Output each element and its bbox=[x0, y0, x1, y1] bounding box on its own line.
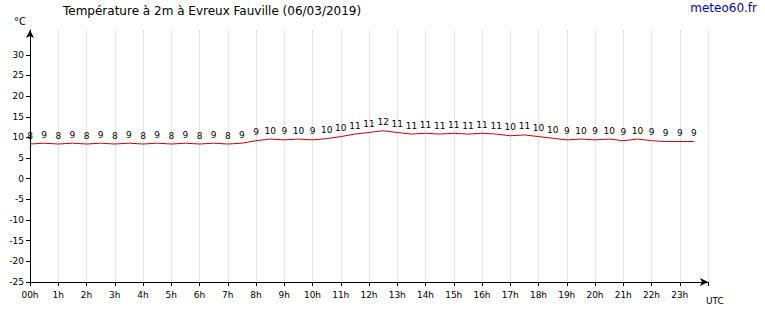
svg-text:9: 9 bbox=[98, 130, 104, 140]
svg-text:12h: 12h bbox=[360, 290, 377, 300]
svg-text:10: 10 bbox=[264, 126, 276, 136]
svg-text:16h: 16h bbox=[473, 290, 490, 300]
svg-text:2h: 2h bbox=[81, 290, 92, 300]
svg-text:-25: -25 bbox=[9, 277, 24, 287]
svg-text:9: 9 bbox=[310, 126, 316, 136]
svg-text:11: 11 bbox=[406, 121, 417, 131]
svg-text:11: 11 bbox=[420, 120, 431, 130]
svg-text:9: 9 bbox=[239, 130, 245, 140]
svg-text:-10: -10 bbox=[9, 215, 24, 225]
svg-text:8: 8 bbox=[197, 131, 203, 141]
svg-text:8: 8 bbox=[140, 131, 146, 141]
svg-text:4h: 4h bbox=[137, 290, 148, 300]
svg-text:5h: 5h bbox=[166, 290, 177, 300]
svg-text:9h: 9h bbox=[279, 290, 290, 300]
svg-text:7h: 7h bbox=[222, 290, 233, 300]
svg-text:8h: 8h bbox=[250, 290, 261, 300]
svg-text:9: 9 bbox=[126, 130, 132, 140]
svg-text:18h: 18h bbox=[530, 290, 547, 300]
svg-text:9: 9 bbox=[592, 126, 598, 136]
svg-text:15h: 15h bbox=[445, 290, 462, 300]
svg-text:22h: 22h bbox=[643, 290, 660, 300]
svg-text:9: 9 bbox=[253, 127, 259, 137]
svg-text:9: 9 bbox=[41, 130, 47, 140]
svg-text:30: 30 bbox=[13, 50, 25, 60]
svg-text:11: 11 bbox=[476, 120, 487, 130]
svg-text:9: 9 bbox=[677, 128, 683, 138]
svg-text:10: 10 bbox=[632, 126, 644, 136]
svg-text:17h: 17h bbox=[502, 290, 519, 300]
svg-text:11: 11 bbox=[392, 119, 403, 129]
svg-text:9: 9 bbox=[620, 127, 626, 137]
svg-text:10: 10 bbox=[335, 123, 347, 133]
svg-text:9: 9 bbox=[183, 130, 189, 140]
svg-text:25: 25 bbox=[13, 70, 24, 80]
svg-text:8: 8 bbox=[27, 131, 33, 141]
svg-text:12: 12 bbox=[377, 117, 388, 127]
svg-text:9: 9 bbox=[663, 128, 669, 138]
svg-text:10: 10 bbox=[575, 126, 587, 136]
svg-text:8: 8 bbox=[168, 131, 174, 141]
svg-text:00h: 00h bbox=[21, 290, 38, 300]
svg-text:20: 20 bbox=[13, 91, 25, 101]
svg-text:8: 8 bbox=[225, 131, 231, 141]
svg-text:9: 9 bbox=[70, 130, 76, 140]
svg-text:5: 5 bbox=[18, 153, 24, 163]
svg-text:9: 9 bbox=[281, 126, 287, 136]
svg-text:11h: 11h bbox=[332, 290, 349, 300]
svg-text:10: 10 bbox=[603, 126, 615, 136]
svg-text:23h: 23h bbox=[671, 290, 688, 300]
svg-text:11: 11 bbox=[519, 121, 530, 131]
svg-text:10: 10 bbox=[293, 126, 305, 136]
svg-text:20h: 20h bbox=[586, 290, 603, 300]
svg-text:11: 11 bbox=[490, 121, 501, 131]
svg-text:11: 11 bbox=[349, 121, 360, 131]
svg-text:21h: 21h bbox=[615, 290, 632, 300]
svg-text:11: 11 bbox=[434, 121, 445, 131]
svg-text:10: 10 bbox=[321, 125, 333, 135]
svg-text:Température à 2m à Evreux Fauv: Température à 2m à Evreux Fauville (06/0… bbox=[62, 4, 361, 18]
svg-text:8: 8 bbox=[112, 131, 118, 141]
svg-text:10: 10 bbox=[533, 123, 545, 133]
svg-text:14h: 14h bbox=[417, 290, 434, 300]
svg-text:9: 9 bbox=[649, 127, 655, 137]
svg-text:10: 10 bbox=[13, 132, 25, 142]
svg-text:13h: 13h bbox=[389, 290, 406, 300]
svg-text:10: 10 bbox=[505, 122, 517, 132]
svg-text:11: 11 bbox=[448, 120, 459, 130]
svg-text:9: 9 bbox=[564, 126, 570, 136]
svg-text:10: 10 bbox=[547, 125, 559, 135]
svg-text:-20: -20 bbox=[9, 256, 24, 266]
svg-text:9: 9 bbox=[154, 130, 160, 140]
svg-text:15: 15 bbox=[13, 112, 24, 122]
svg-text:-15: -15 bbox=[9, 236, 24, 246]
svg-text:19h: 19h bbox=[558, 290, 575, 300]
svg-text:UTC: UTC bbox=[706, 296, 724, 306]
svg-text:8: 8 bbox=[84, 131, 90, 141]
svg-text:9: 9 bbox=[691, 128, 697, 138]
svg-text:8: 8 bbox=[55, 131, 61, 141]
svg-text:°C: °C bbox=[14, 16, 26, 27]
svg-text:11: 11 bbox=[462, 121, 473, 131]
svg-text:0: 0 bbox=[18, 174, 24, 184]
svg-text:11: 11 bbox=[363, 119, 374, 129]
svg-text:-5: -5 bbox=[15, 194, 24, 204]
svg-text:meteo60.fr: meteo60.fr bbox=[690, 1, 757, 15]
svg-text:6h: 6h bbox=[194, 290, 205, 300]
svg-text:9: 9 bbox=[211, 130, 217, 140]
svg-text:1h: 1h bbox=[53, 290, 64, 300]
svg-text:10h: 10h bbox=[304, 290, 321, 300]
svg-text:3h: 3h bbox=[109, 290, 120, 300]
